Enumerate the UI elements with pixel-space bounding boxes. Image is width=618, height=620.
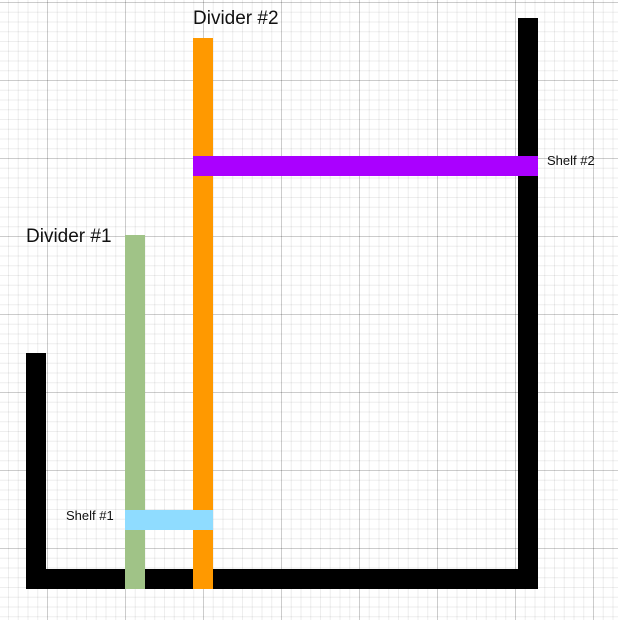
frame-bottom [26,569,538,589]
divider-1 [125,235,145,589]
frame-right-wall [518,18,538,589]
divider-2 [193,38,213,589]
frame-left-wall [26,353,46,589]
divider-1-label: Divider #1 [26,226,112,247]
shelf-2-label: Shelf #2 [547,153,595,168]
shelf-1 [125,510,213,530]
shelf-1-label: Shelf #1 [66,508,114,523]
shelf-2 [193,156,538,176]
divider-2-label: Divider #2 [193,8,279,29]
